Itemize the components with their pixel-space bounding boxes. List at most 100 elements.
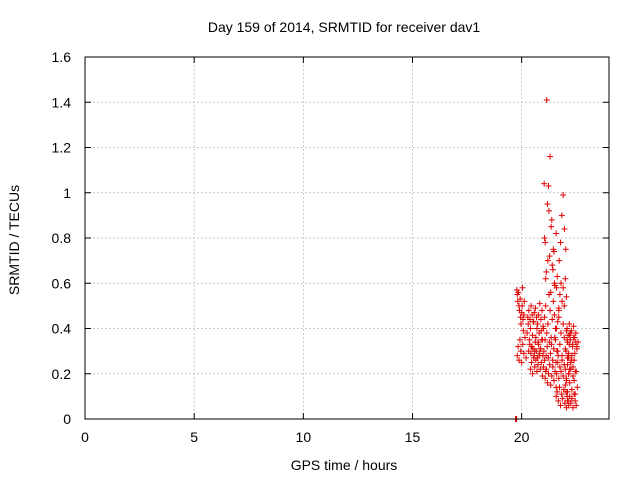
data-point [556, 257, 563, 264]
data-point [571, 357, 578, 364]
data-point [554, 359, 561, 366]
data-point [534, 320, 541, 327]
data-point [541, 235, 548, 241]
data-point [565, 354, 572, 361]
data-point [542, 375, 549, 382]
y-tick-label: 1.6 [52, 49, 72, 65]
x-tick-label: 5 [190, 429, 198, 445]
data-point [562, 348, 569, 355]
data-point [560, 284, 567, 291]
data-point [547, 289, 554, 296]
data-point [562, 382, 569, 389]
data-point [541, 357, 548, 364]
data-point [567, 400, 574, 407]
data-point [555, 397, 562, 404]
data-point [538, 307, 545, 314]
data-point [523, 354, 530, 361]
data-point [531, 309, 538, 316]
data-point [564, 325, 571, 332]
data-point [553, 370, 560, 377]
data-point [569, 363, 576, 370]
data-point [519, 284, 526, 291]
data-point [547, 382, 554, 389]
data-point [547, 307, 554, 314]
data-point [557, 280, 564, 287]
data-point [549, 357, 556, 364]
data-point [562, 246, 569, 253]
plot-frame [84, 56, 610, 420]
data-point [572, 330, 579, 337]
y-tick-label: 0.6 [52, 275, 72, 291]
data-point [554, 273, 561, 280]
data-point [536, 300, 543, 307]
data-point [515, 289, 522, 296]
data-point [520, 311, 527, 318]
data-point [544, 320, 551, 327]
data-point [563, 293, 570, 300]
data-point [533, 368, 540, 375]
data-point [555, 375, 562, 382]
data-point [555, 314, 562, 321]
data-point [519, 341, 526, 348]
data-point [550, 377, 557, 384]
data-point [524, 330, 531, 337]
grid [85, 57, 609, 419]
data-point [568, 386, 575, 393]
data-point [540, 325, 547, 332]
data-point [543, 268, 550, 275]
data-point [545, 370, 552, 377]
data-point [553, 325, 560, 332]
data-point [556, 384, 563, 391]
data-point [549, 363, 556, 370]
data-point [520, 327, 527, 334]
y-tick-labels: 0 0.2 0.4 0.6 0.8 1 1.2 1.4 1.6 [52, 49, 72, 427]
data-point [517, 348, 524, 355]
data-point [535, 361, 542, 368]
y-tick-label: 0.2 [52, 366, 72, 382]
data-point [531, 352, 538, 359]
data-point [548, 223, 555, 230]
data-point [571, 377, 578, 384]
data-point [556, 341, 563, 348]
data-point [516, 336, 523, 343]
data-point [543, 366, 550, 373]
data-point [537, 345, 544, 352]
data-point [566, 320, 573, 327]
y-tick-label: 0.8 [52, 230, 72, 246]
x-tick-labels: 0 5 10 15 20 [81, 429, 530, 445]
data-point [532, 305, 539, 312]
chart-title: Day 159 of 2014, SRMTID for receiver dav… [208, 19, 481, 35]
data-point [565, 332, 572, 339]
data-point [527, 366, 534, 373]
data-point [560, 373, 567, 380]
data-point [572, 397, 579, 404]
data-points [512, 96, 581, 422]
x-tick-label: 15 [405, 429, 421, 445]
data-point [529, 332, 536, 339]
data-point [533, 325, 540, 332]
data-point [551, 311, 558, 318]
data-point [541, 314, 548, 321]
data-point [569, 341, 576, 348]
data-point [572, 368, 579, 375]
data-point [573, 343, 580, 350]
data-point [544, 201, 551, 208]
y-tick-label: 1.4 [52, 94, 72, 110]
data-point [556, 363, 563, 370]
data-point [515, 343, 522, 350]
data-point [528, 359, 535, 366]
data-point [520, 350, 527, 357]
x-tick-label: 10 [296, 429, 312, 445]
x-tick-label: 0 [81, 429, 89, 445]
data-point [518, 320, 525, 327]
data-point [543, 96, 550, 103]
data-point [557, 368, 564, 375]
data-point [571, 391, 578, 398]
data-point [560, 320, 567, 327]
y-tick-label: 1.2 [52, 140, 72, 156]
data-point [560, 192, 567, 199]
data-point [544, 257, 551, 264]
data-point [526, 316, 533, 323]
data-point [521, 298, 528, 305]
